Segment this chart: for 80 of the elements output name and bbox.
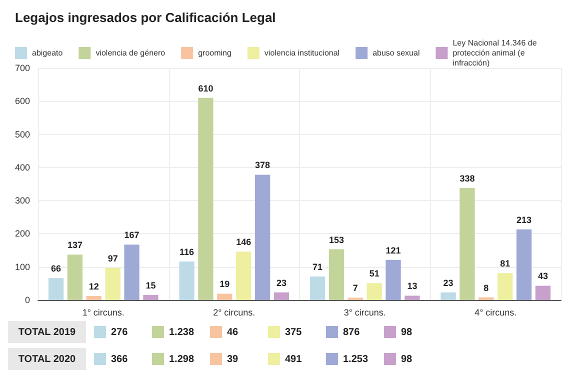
legend-label: grooming (198, 48, 232, 58)
data-label: 71 (312, 262, 323, 272)
bar (86, 296, 102, 300)
bar (498, 273, 513, 300)
chart-title: Legajos ingresados por Calificación Legal (15, 10, 276, 25)
legend-label: Ley Nacional 14.346 de protección animal (e infracción) (452, 38, 540, 68)
text: 1.253 (343, 354, 368, 364)
bar (310, 276, 326, 300)
bar (254, 174, 270, 300)
x-tick-label: 3° circuns. (344, 308, 386, 318)
text: 276 (111, 326, 128, 338)
data-label: 137 (67, 240, 82, 250)
legend-label: violencia institucional (264, 48, 340, 58)
y-tick-label: 300 (14, 196, 30, 206)
data-label: 15 (146, 280, 156, 291)
data-label: 23 (276, 278, 286, 288)
data-label: 8 (484, 282, 489, 293)
text: 876 (343, 326, 360, 338)
data-label: 338 (460, 173, 475, 184)
bar (143, 295, 158, 300)
y-tick-label: 500 (14, 129, 30, 140)
bar (478, 297, 494, 300)
bar (404, 296, 420, 300)
x-tick-label: 4° circuns. (474, 308, 517, 318)
text: 375 (285, 326, 302, 338)
bar (516, 229, 532, 300)
bar (236, 252, 252, 300)
data-label: 81 (500, 258, 510, 269)
y-tick-label: 100 (14, 262, 30, 272)
bar (105, 268, 120, 300)
data-label: 7 (352, 283, 358, 294)
bar (67, 254, 83, 300)
data-label: 43 (538, 271, 548, 282)
y-tick-label: 700 (14, 63, 30, 73)
y-tick-label: 400 (14, 162, 30, 172)
data-label: 66 (51, 264, 62, 274)
data-label: 153 (328, 234, 344, 245)
data-label: 19 (220, 279, 230, 290)
bar (440, 292, 456, 300)
data-label: 610 (198, 83, 214, 94)
text: TOTAL 2020 (8, 348, 86, 370)
bar (48, 278, 64, 300)
text: 46 (227, 326, 238, 338)
bar (198, 98, 214, 300)
bar (328, 249, 344, 300)
y-tick-label: 200 (14, 228, 30, 239)
data-label: 167 (124, 230, 140, 240)
text: 1.298 (169, 354, 194, 364)
data-label: 51 (369, 268, 380, 279)
text: 1.238 (169, 326, 194, 338)
bar (366, 283, 382, 300)
data-label: 12 (88, 282, 99, 292)
legend-label: abigeato (32, 48, 64, 58)
bar (535, 286, 551, 300)
x-tick-label: 2° circuns. (213, 308, 256, 318)
text: 98 (401, 354, 412, 364)
bar (217, 294, 232, 300)
y-tick-label: 600 (14, 96, 30, 106)
bar (386, 260, 401, 300)
data-label: 121 (386, 245, 401, 256)
data-label: 13 (407, 281, 418, 292)
y-tick-label: 0 (24, 295, 30, 305)
data-label: 378 (255, 160, 270, 170)
text: 39 (227, 354, 238, 364)
bar (274, 292, 290, 300)
text: TOTAL 2019 (8, 321, 86, 343)
bar (460, 188, 475, 300)
text: 366 (111, 354, 128, 364)
data-label: 97 (108, 253, 118, 264)
text: 491 (285, 354, 302, 364)
bar (124, 244, 140, 300)
text: 98 (401, 326, 412, 338)
legend-label: violencia de género (96, 48, 166, 58)
data-label: 213 (516, 214, 532, 225)
x-tick-label: 1° circuns. (82, 308, 124, 318)
legend-label: abuso sexual (372, 48, 420, 58)
bar (179, 262, 194, 300)
data-label: 146 (236, 237, 252, 248)
data-label: 23 (443, 278, 454, 288)
data-label: 116 (180, 247, 194, 258)
